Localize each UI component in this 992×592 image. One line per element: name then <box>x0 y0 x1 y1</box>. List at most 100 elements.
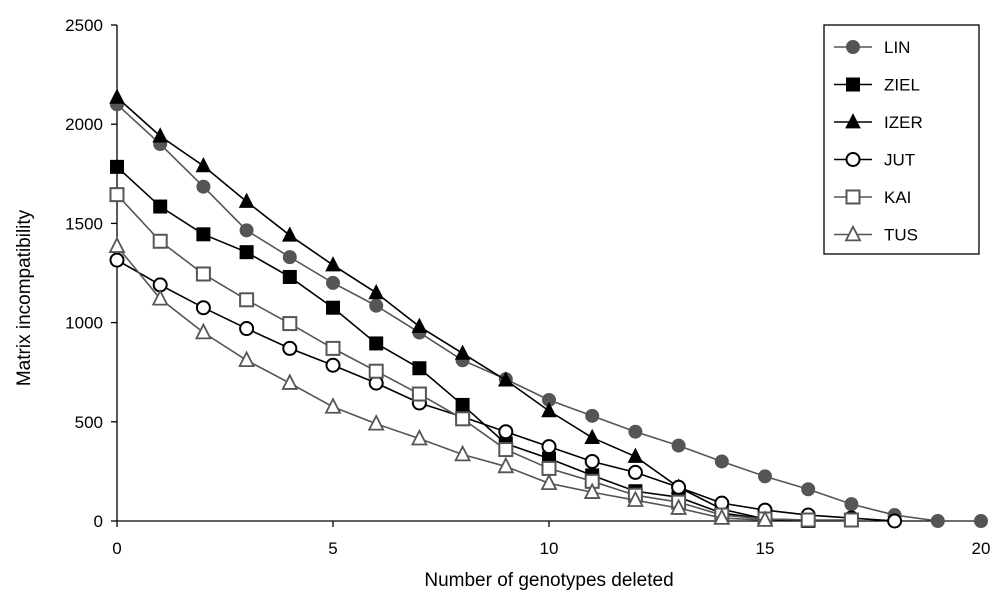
series-tus <box>108 236 774 527</box>
data-point-jut <box>282 340 298 356</box>
data-point-izer <box>411 317 428 333</box>
data-point-lin <box>930 514 945 528</box>
data-point-kai <box>195 266 211 282</box>
legend-item-jut: JUT <box>834 151 915 170</box>
data-point-kai <box>843 512 859 528</box>
data-point-kai <box>152 233 168 249</box>
data-point-ziel <box>110 159 124 174</box>
y-tick-label: 500 <box>75 413 103 432</box>
data-point-ziel <box>196 227 211 242</box>
data-point-jut <box>887 513 903 529</box>
legend: LIN ZIEL IZER JUT KAI TUS <box>823 24 980 255</box>
data-point-izer <box>109 88 125 104</box>
x-tick-label: 10 <box>540 539 559 558</box>
y-tick-label: 2500 <box>65 16 103 35</box>
data-point-izer <box>541 401 557 418</box>
data-point-jut <box>498 424 514 440</box>
data-point-kai <box>109 187 125 203</box>
data-point-izer <box>368 283 385 300</box>
data-point-tus <box>583 482 601 499</box>
data-point-tus <box>497 456 515 474</box>
data-point-tus <box>367 414 385 431</box>
y-tick-label: 1500 <box>65 214 103 233</box>
data-point-ziel <box>369 336 384 351</box>
data-point-tus <box>540 473 558 491</box>
data-point-lin <box>369 298 384 313</box>
legend-marker <box>845 113 861 129</box>
data-point-kai <box>325 340 341 356</box>
y-tick-label: 2000 <box>65 115 103 134</box>
legend-marker <box>844 224 862 242</box>
data-point-izer <box>152 127 169 143</box>
data-point-izer <box>497 371 514 387</box>
x-tick-label: 0 <box>112 539 121 558</box>
data-point-izer <box>584 428 601 445</box>
data-point-lin <box>671 438 686 453</box>
x-axis-title: Number of genotypes deleted <box>424 570 673 591</box>
legend-marker <box>846 77 860 92</box>
series-ziel <box>110 159 816 528</box>
data-point-jut <box>195 300 211 316</box>
data-point-tus <box>281 373 299 390</box>
y-tick-label: 0 <box>94 512 103 531</box>
data-point-jut <box>584 453 600 469</box>
data-point-izer <box>195 156 212 173</box>
data-point-tus <box>324 397 342 414</box>
data-point-jut <box>671 479 687 495</box>
data-point-ziel <box>326 300 340 315</box>
x-tick-label: 15 <box>756 539 775 558</box>
legend-label: LIN <box>884 38 910 57</box>
data-point-izer <box>454 344 471 360</box>
data-point-izer <box>238 192 255 208</box>
data-point-izer <box>627 447 644 463</box>
legend-label: KAI <box>884 188 911 207</box>
data-point-lin <box>585 408 600 423</box>
series-line-jut <box>116 259 895 522</box>
legend-marker <box>845 152 861 167</box>
data-point-jut <box>541 439 557 455</box>
x-tick-label: 20 <box>972 539 991 558</box>
data-point-lin <box>326 275 340 290</box>
legend-box <box>823 24 980 255</box>
data-point-jut <box>325 357 341 373</box>
data-point-ziel <box>412 361 427 376</box>
legend-label: IZER <box>884 113 923 132</box>
data-point-tus <box>194 322 212 340</box>
series-kai <box>109 187 859 528</box>
data-point-lin <box>628 424 643 439</box>
data-point-tus <box>713 508 731 525</box>
data-point-jut <box>627 464 643 480</box>
data-point-lin <box>844 497 859 512</box>
series-line-tus <box>116 245 766 521</box>
data-point-kai <box>455 411 471 427</box>
data-point-tus <box>151 289 169 306</box>
data-point-lin <box>714 454 729 469</box>
x-tick-label: 5 <box>328 539 337 558</box>
legend-label: JUT <box>884 151 915 170</box>
data-point-lin <box>974 514 988 528</box>
legend-item-tus: TUS <box>834 224 918 245</box>
data-point-ziel <box>153 199 168 214</box>
data-point-lin <box>282 250 297 265</box>
legend-marker <box>846 40 860 54</box>
data-point-kai <box>239 292 255 308</box>
data-point-kai <box>411 386 427 402</box>
series-layer <box>108 88 988 529</box>
data-point-tus <box>108 236 126 253</box>
data-point-lin <box>801 482 816 497</box>
data-point-jut <box>239 321 255 337</box>
data-point-izer <box>281 226 298 242</box>
data-point-tus <box>454 444 472 462</box>
data-point-kai <box>541 460 557 476</box>
data-point-tus <box>410 428 428 446</box>
data-point-tus <box>756 510 774 527</box>
y-axis-title: Matrix incompatibility <box>14 209 35 386</box>
series-jut <box>109 252 903 529</box>
data-point-ziel <box>239 245 254 260</box>
data-point-tus <box>670 498 688 515</box>
data-point-kai <box>368 363 384 379</box>
legend-label: TUS <box>884 226 918 245</box>
y-tick-label: 1000 <box>65 314 103 333</box>
legend-item-kai: KAI <box>834 188 911 207</box>
